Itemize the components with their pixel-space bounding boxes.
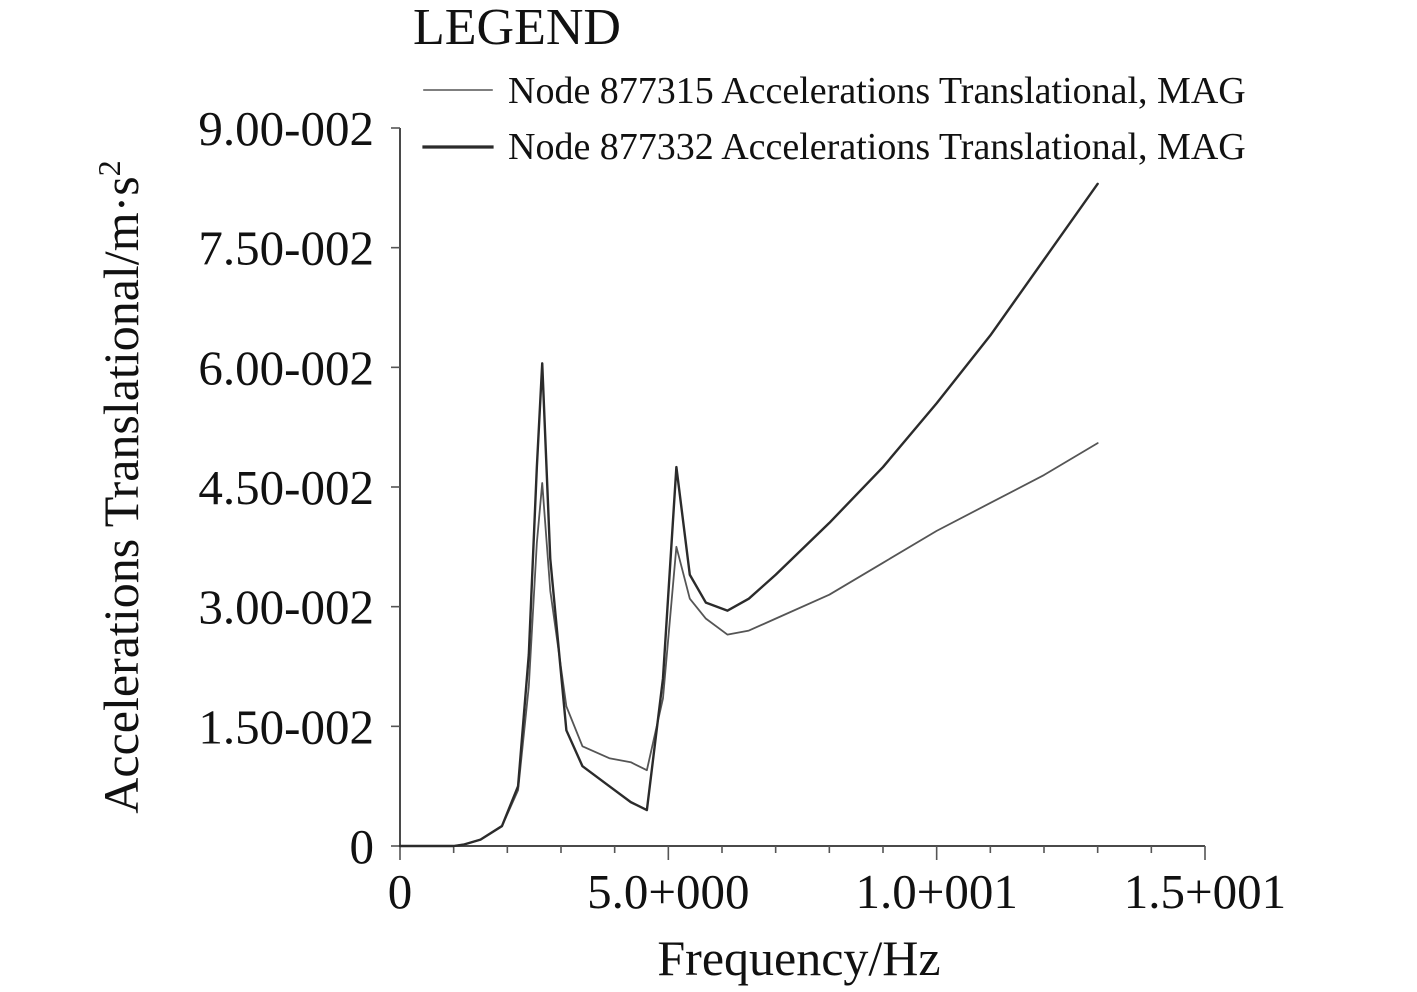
data-series	[398, 182, 1099, 848]
tick-labels: 0 1.50-002 3.00-002 4.50-002 6.00-002 7.50-00…	[198, 101, 1286, 919]
y-axis-title-superscript: 2	[91, 160, 127, 176]
axes	[399, 128, 1205, 847]
legend-label-node-877315: Node 877315 Accelerations Translational,…	[508, 70, 1246, 112]
y-axis-title-main: Accelerations Translational/m·s	[93, 176, 149, 813]
ticks	[391, 127, 1206, 860]
series-line-0	[399, 442, 1099, 847]
y-tick-label-4: 6.00-002	[198, 340, 374, 395]
x-tick-label-3: 1.5+001	[1124, 864, 1286, 919]
y-tick-label-0: 0	[350, 819, 375, 874]
legend-title: LEGEND	[413, 0, 621, 56]
x-tick-label-1: 5.0+000	[587, 864, 749, 919]
y-tick-label-1: 1.50-002	[198, 699, 374, 754]
y-tick-label-6: 9.00-002	[198, 101, 374, 156]
legend-label-node-877332: Node 877332 Accelerations Translational,…	[508, 126, 1246, 168]
y-axis-title: Accelerations Translational/m·s2	[91, 160, 149, 813]
y-tick-label-3: 4.50-002	[198, 460, 374, 515]
y-tick-label-2: 3.00-002	[198, 580, 374, 635]
y-tick-label-5: 7.50-002	[198, 221, 374, 276]
x-tick-label-0: 0	[388, 864, 413, 919]
series-line-1	[398, 182, 1099, 848]
x-axis-title: Frequency/Hz	[657, 930, 940, 986]
legend: LEGEND Node 877315 Accelerations Transla…	[413, 0, 1246, 168]
x-tick-label-2: 1.0+001	[855, 864, 1017, 919]
